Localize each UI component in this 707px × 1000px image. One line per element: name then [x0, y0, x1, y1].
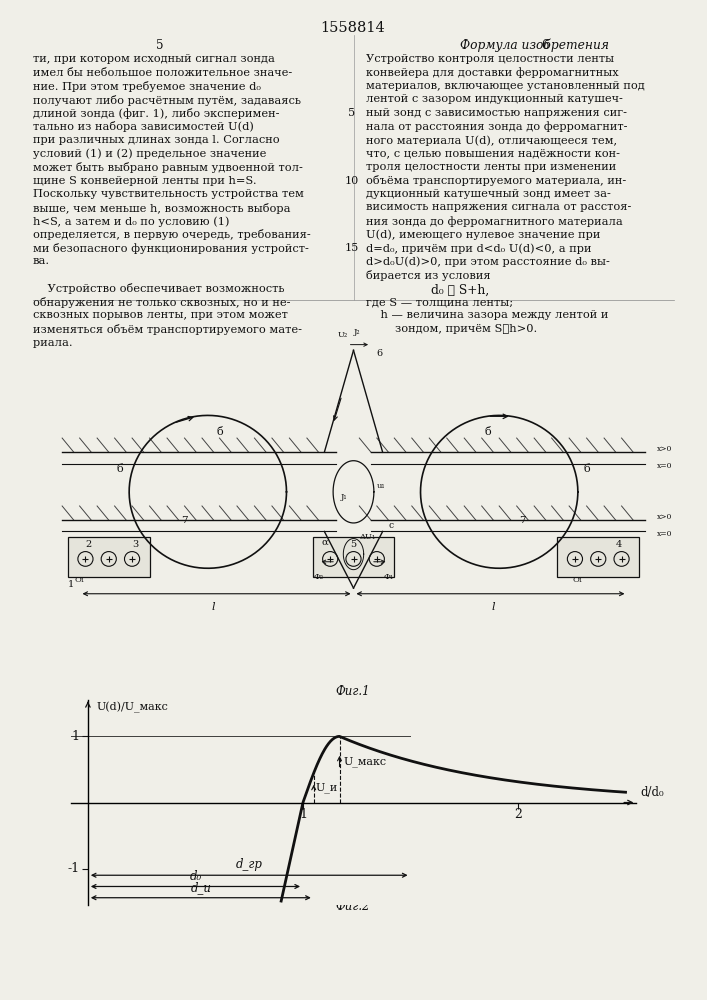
Text: выше, чем меньше h, возможность выбора: выше, чем меньше h, возможность выбора — [33, 202, 291, 214]
Text: б: б — [117, 464, 123, 474]
Text: ми безопасного функционирования устройст-: ми безопасного функционирования устройст… — [33, 243, 309, 254]
Text: -1: -1 — [67, 862, 79, 875]
Text: x=0: x=0 — [657, 462, 672, 470]
Text: 5: 5 — [156, 39, 164, 52]
Text: при различных длинах зонда l. Согласно: при различных длинах зонда l. Согласно — [33, 135, 280, 145]
Text: ти, при котором исходный сигнал зонда: ти, при котором исходный сигнал зонда — [33, 54, 275, 64]
Text: 5: 5 — [349, 108, 356, 118]
Text: Формула изобретения: Формула изобретения — [460, 39, 609, 52]
Text: б: б — [584, 464, 590, 474]
Text: 1: 1 — [299, 808, 307, 821]
Text: б: б — [216, 427, 223, 437]
Text: 4: 4 — [616, 540, 621, 549]
Text: α: α — [321, 538, 327, 547]
Text: дукционный катушечный зонд имеет за-: дукционный катушечный зонд имеет за- — [366, 189, 611, 199]
Text: 7: 7 — [181, 516, 188, 525]
Text: 10: 10 — [345, 176, 359, 186]
Text: тально из набора зависимостей U(d): тально из набора зависимостей U(d) — [33, 121, 254, 132]
Text: x=0: x=0 — [657, 530, 672, 538]
Text: что, с целью повышения надёжности кон-: что, с целью повышения надёжности кон- — [366, 148, 620, 158]
Text: h<S, а затем и d₀ по условию (1): h<S, а затем и d₀ по условию (1) — [33, 216, 230, 227]
Text: d=d₀, причём при d<d₀ U(d)<0, а при: d=d₀, причём при d<d₀ U(d)<0, а при — [366, 243, 592, 254]
Text: Фиг.2: Фиг.2 — [336, 900, 370, 913]
Text: имел бы небольшое положительное значе-: имел бы небольшое положительное значе- — [33, 68, 292, 78]
Text: c: c — [388, 521, 394, 530]
Text: троля целостности ленты при изменении: троля целостности ленты при изменении — [366, 162, 617, 172]
Text: Поскольку чувствительность устройства тем: Поскольку чувствительность устройства те… — [33, 189, 304, 199]
Text: J₂: J₂ — [354, 328, 360, 336]
Text: сквозных порывов ленты, при этом может: сквозных порывов ленты, при этом может — [33, 310, 288, 320]
Text: U_макс: U_макс — [344, 756, 387, 767]
Text: 2: 2 — [514, 808, 522, 821]
Text: l: l — [491, 602, 495, 612]
Text: Устройство контроля целостности ленты: Устройство контроля целостности ленты — [366, 54, 614, 64]
Text: лентой с зазором индукционный катушеч-: лентой с зазором индукционный катушеч- — [366, 95, 623, 104]
Text: нала от расстояния зонда до ферромагнит-: нала от расстояния зонда до ферромагнит- — [366, 121, 628, 132]
Text: d>d₀U(d)>0, при этом расстояние d₀ вы-: d>d₀U(d)>0, при этом расстояние d₀ вы- — [366, 256, 610, 267]
Text: 6: 6 — [377, 349, 383, 358]
Text: обнаружения не только сквозных, но и не-: обнаружения не только сквозных, но и не- — [33, 297, 291, 308]
Text: Устройство обеспечивает возможность: Устройство обеспечивает возможность — [33, 284, 284, 294]
Text: висимость напряжения сигнала от расстоя-: висимость напряжения сигнала от расстоя- — [366, 202, 631, 213]
Text: d_гр: d_гр — [235, 858, 262, 871]
Text: ва.: ва. — [33, 256, 50, 266]
Text: 1: 1 — [71, 730, 79, 743]
Bar — [312, 537, 395, 577]
Text: длиной зонда (фиг. 1), либо эксперимен-: длиной зонда (фиг. 1), либо эксперимен- — [33, 108, 279, 119]
Text: d₀: d₀ — [189, 870, 201, 883]
Text: 5: 5 — [351, 540, 356, 549]
Text: x>0: x>0 — [657, 445, 672, 453]
Text: ния зонда до ферромагнитного материала: ния зонда до ферромагнитного материала — [366, 216, 623, 227]
Text: U(d), имеющего нулевое значение при: U(d), имеющего нулевое значение при — [366, 230, 600, 240]
Bar — [557, 537, 639, 577]
Text: 6: 6 — [542, 39, 549, 52]
Text: б: б — [484, 427, 491, 437]
Text: изменяться объём транспортируемого мате-: изменяться объём транспортируемого мате- — [33, 324, 302, 335]
Text: определяется, в первую очередь, требования-: определяется, в первую очередь, требован… — [33, 230, 311, 240]
Text: может быть выбрано равным удвоенной тол-: может быть выбрано равным удвоенной тол- — [33, 162, 303, 173]
Text: 2: 2 — [86, 540, 91, 549]
Text: d/d₀: d/d₀ — [641, 786, 664, 799]
Text: 1558814: 1558814 — [321, 21, 385, 35]
Text: 3: 3 — [132, 540, 138, 549]
Text: ΔU₁: ΔU₁ — [359, 533, 375, 541]
Text: O₁: O₁ — [74, 576, 85, 584]
Text: Φ₂: Φ₂ — [313, 573, 324, 581]
Text: конвейера для доставки ферромагнитных: конвейера для доставки ферромагнитных — [366, 68, 619, 78]
Text: ный зонд с зависимостью напряжения сиг-: ный зонд с зависимостью напряжения сиг- — [366, 108, 627, 118]
Text: J₁: J₁ — [341, 493, 348, 501]
Text: где S — толщина ленты;: где S — толщина ленты; — [366, 297, 513, 307]
Text: материалов, включающее установленный под: материалов, включающее установленный под — [366, 81, 645, 91]
Text: условий (1) и (2) предельное значение: условий (1) и (2) предельное значение — [33, 148, 267, 159]
Text: O₁: O₁ — [573, 576, 583, 584]
Text: x>0: x>0 — [657, 513, 672, 521]
Text: Φ₁: Φ₁ — [383, 573, 394, 581]
Text: ние. При этом требуемое значение d₀: ние. При этом требуемое значение d₀ — [33, 81, 261, 92]
Text: получают либо расчётным путём, задаваясь: получают либо расчётным путём, задаваясь — [33, 95, 301, 105]
Text: d₀ ⩽ S+h,: d₀ ⩽ S+h, — [431, 284, 489, 296]
Text: 15: 15 — [345, 243, 359, 253]
Text: h — величина зазора между лентой и: h — величина зазора между лентой и — [366, 310, 609, 320]
Text: u₁: u₁ — [377, 482, 385, 490]
Text: U(d)/U_макс: U(d)/U_макс — [97, 701, 168, 713]
Text: 1: 1 — [68, 580, 74, 589]
Text: ного материала U(d), отличающееся тем,: ного материала U(d), отличающееся тем, — [366, 135, 617, 146]
Text: 7: 7 — [519, 516, 526, 525]
Text: d_и: d_и — [190, 881, 211, 894]
Text: U_и: U_и — [316, 782, 338, 793]
Text: щине S конвейерной ленты при h=S.: щине S конвейерной ленты при h=S. — [33, 176, 257, 186]
Text: Фиг.1: Фиг.1 — [336, 685, 370, 698]
Text: объёма транспортируемого материала, ин-: объёма транспортируемого материала, ин- — [366, 176, 626, 186]
Text: l: l — [212, 602, 216, 612]
Text: риала.: риала. — [33, 338, 76, 348]
Bar — [68, 537, 150, 577]
Text: бирается из условия: бирается из условия — [366, 270, 491, 281]
Text: зондом, причём S≫h>0.: зондом, причём S≫h>0. — [366, 324, 537, 334]
Text: U₂: U₂ — [337, 331, 348, 339]
